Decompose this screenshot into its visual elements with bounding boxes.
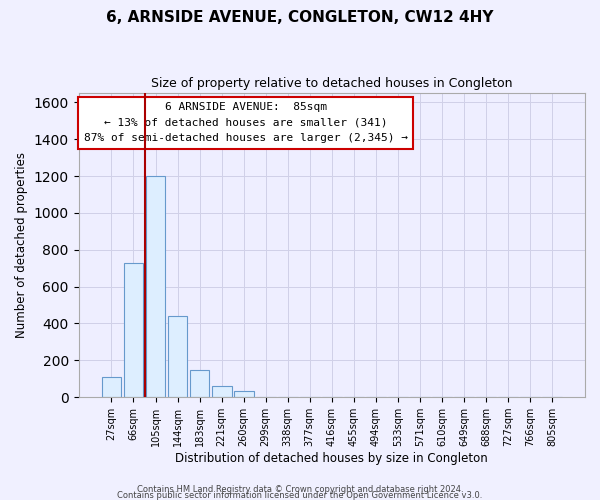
Bar <box>146 176 166 397</box>
Bar <box>101 377 121 397</box>
Text: Contains HM Land Registry data © Crown copyright and database right 2024.: Contains HM Land Registry data © Crown c… <box>137 484 463 494</box>
Text: Contains public sector information licensed under the Open Government Licence v3: Contains public sector information licen… <box>118 490 482 500</box>
Title: Size of property relative to detached houses in Congleton: Size of property relative to detached ho… <box>151 78 512 90</box>
Bar <box>212 386 232 397</box>
Bar <box>190 370 209 397</box>
Y-axis label: Number of detached properties: Number of detached properties <box>15 152 28 338</box>
Text: 6, ARNSIDE AVENUE, CONGLETON, CW12 4HY: 6, ARNSIDE AVENUE, CONGLETON, CW12 4HY <box>106 10 494 25</box>
Bar <box>234 391 254 397</box>
Bar <box>167 316 187 397</box>
Bar <box>124 262 143 397</box>
X-axis label: Distribution of detached houses by size in Congleton: Distribution of detached houses by size … <box>175 452 488 465</box>
Text: 6 ARNSIDE AVENUE:  85sqm
← 13% of detached houses are smaller (341)
87% of semi-: 6 ARNSIDE AVENUE: 85sqm ← 13% of detache… <box>83 102 407 144</box>
